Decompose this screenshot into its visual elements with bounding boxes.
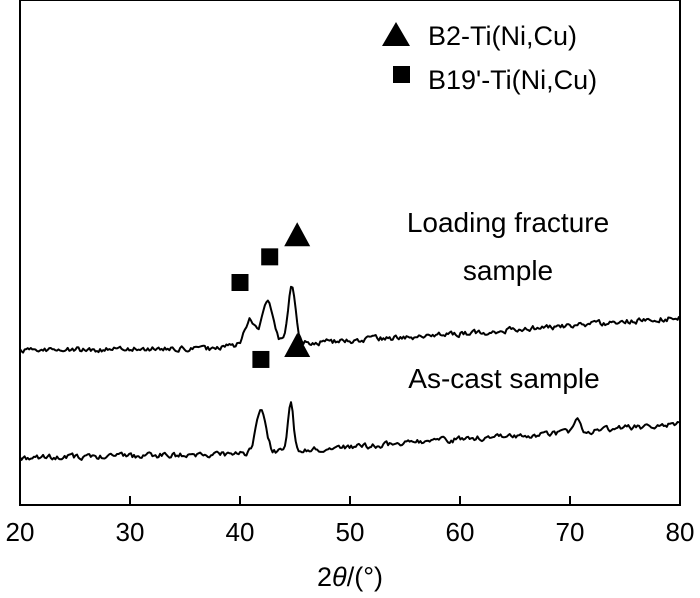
as_cast-peak-marker-square-0 — [252, 350, 270, 368]
x-axis-title: 2θ/(°) — [317, 562, 383, 592]
loading_fracture-peak-marker-triangle-2 — [284, 222, 311, 247]
x-tick-label-20: 20 — [6, 517, 35, 547]
loading_fracture-peak-marker-square-1 — [261, 248, 279, 266]
x-tick-label-80: 80 — [666, 517, 695, 547]
annotation-as-cast: As-cast sample — [408, 363, 599, 394]
legend-label-b2: B2-Ti(Ni,Cu) — [428, 21, 577, 51]
annotation-loading-sample: sample — [463, 255, 553, 286]
annotation-loading-fracture: Loading fracture — [407, 207, 609, 238]
x-tick-label-70: 70 — [556, 517, 585, 547]
x-tick-label-60: 60 — [446, 517, 475, 547]
x-tick-label-30: 30 — [116, 517, 145, 547]
peak-markers — [231, 222, 311, 368]
legend-label-b19: B19'-Ti(Ni,Cu) — [428, 65, 597, 95]
legend-triangle-marker — [382, 22, 410, 46]
x-axis-ticks — [19, 496, 681, 505]
x-tick-label-50: 50 — [336, 517, 365, 547]
as-cast-trace — [19, 401, 680, 461]
legend-square-marker — [393, 66, 410, 83]
x-tick-label-40: 40 — [226, 517, 255, 547]
as_cast-peak-marker-triangle-1 — [284, 332, 311, 357]
loading_fracture-peak-marker-square-0 — [231, 274, 249, 291]
x-axis-tick-labels: 20 30 40 50 60 70 80 — [6, 517, 695, 547]
legend: B2-Ti(Ni,Cu) B19'-Ti(Ni,Cu) — [382, 21, 597, 95]
loading-fracture-trace — [19, 285, 681, 354]
